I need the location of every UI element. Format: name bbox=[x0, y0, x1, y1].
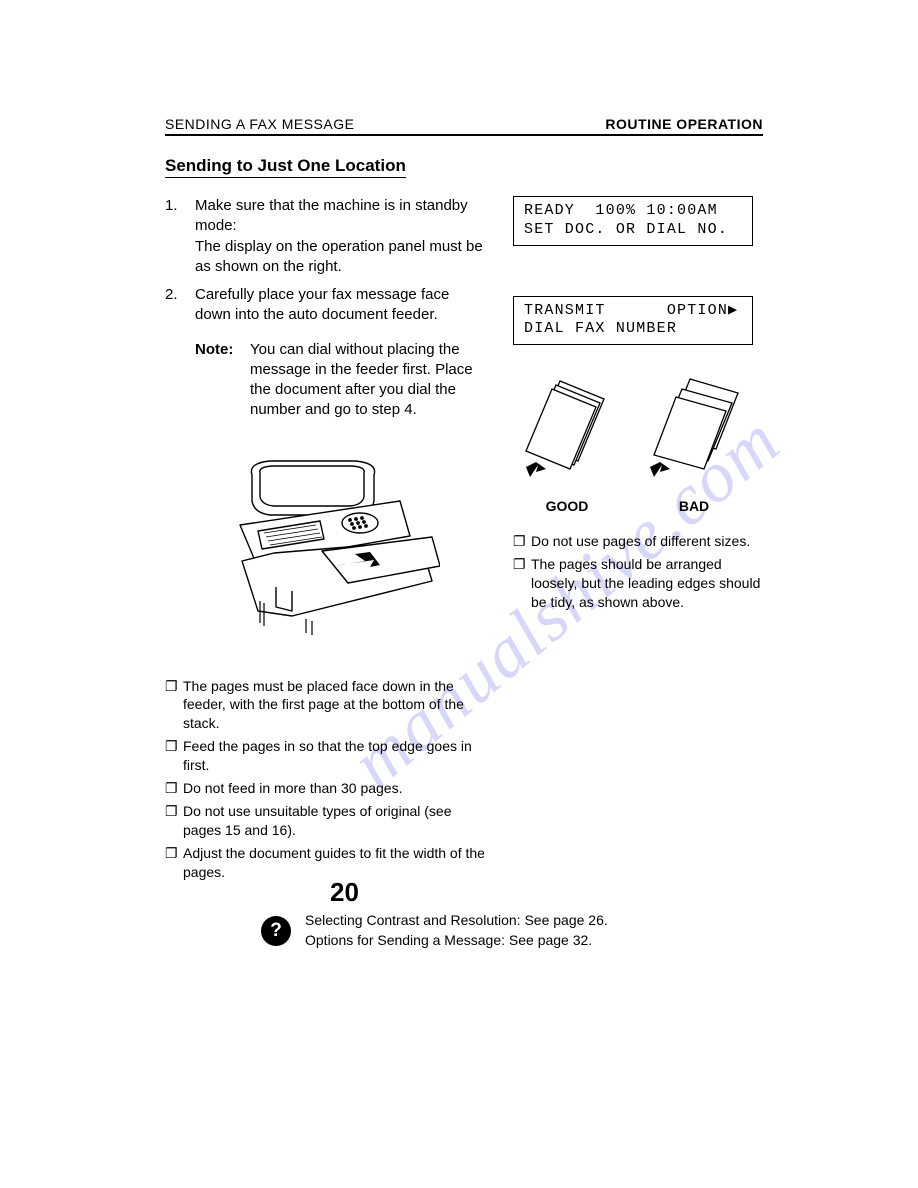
note-label: Note: bbox=[195, 340, 250, 421]
step-text: Carefully place your fax message face do… bbox=[195, 285, 485, 326]
good-label: GOOD bbox=[524, 498, 610, 514]
bad-example: BAD bbox=[646, 375, 742, 514]
bullet-text: Feed the pages in so that the top edge g… bbox=[183, 737, 485, 775]
step-1: 1. Make sure that the machine is in stan… bbox=[165, 196, 485, 277]
lcd-display-1: READY 100% 10:00AM SET DOC. OR DIAL NO. bbox=[513, 196, 753, 246]
page-header: SENDING A FAX MESSAGE ROUTINE OPERATION bbox=[165, 116, 763, 136]
bullet-icon: ❐ bbox=[513, 532, 531, 551]
bullet-icon: ❐ bbox=[513, 555, 531, 612]
page-number: 20 bbox=[330, 877, 359, 908]
bullet-text: Do not use pages of different sizes. bbox=[531, 532, 763, 551]
step-list: 1. Make sure that the machine is in stan… bbox=[165, 196, 485, 326]
help-callout: ? Selecting Contrast and Resolution: See… bbox=[261, 911, 763, 950]
bad-label: BAD bbox=[646, 498, 742, 514]
note-block: Note: You can dial without placing the m… bbox=[195, 340, 485, 421]
bullet-item: ❐Adjust the document guides to fit the w… bbox=[165, 844, 485, 882]
step-2: 2. Carefully place your fax message face… bbox=[165, 285, 485, 326]
bullet-list-right: ❐Do not use pages of different sizes. ❐T… bbox=[513, 532, 763, 612]
step-text: Make sure that the machine is in standby… bbox=[195, 196, 485, 277]
bullet-text: Do not feed in more than 30 pages. bbox=[183, 779, 485, 798]
fax-machine-illustration bbox=[200, 451, 485, 651]
bullet-icon: ❐ bbox=[165, 677, 183, 734]
bullet-text: The pages should be arranged loosely, bu… bbox=[531, 555, 763, 612]
bullet-icon: ❐ bbox=[165, 802, 183, 840]
step-number: 2. bbox=[165, 285, 195, 326]
good-example: GOOD bbox=[524, 375, 610, 514]
header-right: ROUTINE OPERATION bbox=[605, 116, 763, 132]
good-bad-illustration: GOOD BAD bbox=[513, 375, 753, 514]
bullet-item: ❐Do not use pages of different sizes. bbox=[513, 532, 763, 551]
help-line-2: Options for Sending a Message: See page … bbox=[305, 931, 608, 951]
bullet-item: ❐Feed the pages in so that the top edge … bbox=[165, 737, 485, 775]
bullet-icon: ❐ bbox=[165, 779, 183, 798]
note-text: You can dial without placing the message… bbox=[250, 340, 485, 421]
bullet-item: ❐The pages must be placed face down in t… bbox=[165, 677, 485, 734]
bullet-icon: ❐ bbox=[165, 737, 183, 775]
step-number: 1. bbox=[165, 196, 195, 277]
bullet-list-left: ❐The pages must be placed face down in t… bbox=[165, 677, 485, 882]
bullet-text: The pages must be placed face down in th… bbox=[183, 677, 485, 734]
bullet-icon: ❐ bbox=[165, 844, 183, 882]
section-title: Sending to Just One Location bbox=[165, 156, 406, 178]
bullet-text: Do not use unsuitable types of original … bbox=[183, 802, 485, 840]
help-line-1: Selecting Contrast and Resolution: See p… bbox=[305, 911, 608, 931]
bullet-item: ❐Do not use unsuitable types of original… bbox=[165, 802, 485, 840]
help-icon: ? bbox=[261, 916, 291, 946]
header-left: SENDING A FAX MESSAGE bbox=[165, 116, 354, 132]
lcd-display-2: TRANSMIT OPTION▶ DIAL FAX NUMBER bbox=[513, 296, 753, 346]
bullet-item: ❐Do not feed in more than 30 pages. bbox=[165, 779, 485, 798]
bullet-item: ❐The pages should be arranged loosely, b… bbox=[513, 555, 763, 612]
help-text: Selecting Contrast and Resolution: See p… bbox=[305, 911, 608, 950]
